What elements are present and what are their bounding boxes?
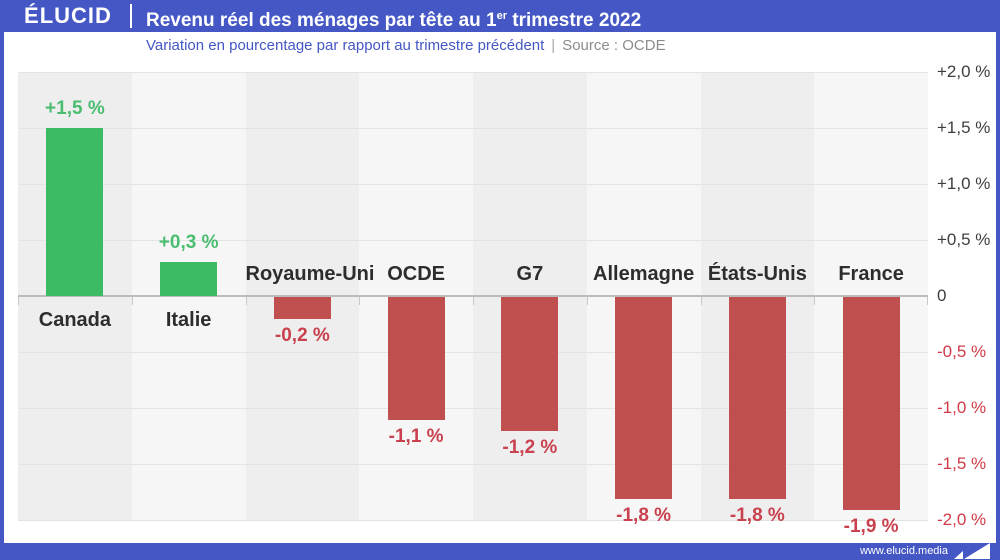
gridline <box>18 184 928 185</box>
title-suffix: trimestre 2022 <box>507 10 642 31</box>
gridline <box>18 240 928 241</box>
chart-subtitle: Variation en pourcentage par rapport au … <box>146 32 666 60</box>
footer-bar: www.elucid.media <box>0 543 1000 560</box>
subtitle-text: Variation en pourcentage par rapport au … <box>146 37 545 54</box>
zero-axis-tick <box>927 297 928 305</box>
elucid-arrow-icon <box>954 541 990 559</box>
value-label-g7: -1,2 % <box>502 437 558 459</box>
subtitle-divider: | <box>551 37 556 54</box>
value-label-ocde: -1,1 % <box>388 426 444 448</box>
y-tick-label-2: +2,0 % <box>937 62 991 81</box>
gridline <box>18 128 928 129</box>
category-label-ocde: OCDE <box>387 263 446 285</box>
gridline <box>18 72 928 73</box>
y-tick-label-1m5: +1,5 % <box>937 118 991 137</box>
zero-axis-tick <box>246 297 247 305</box>
gridline <box>18 352 928 353</box>
y-tick-label-m1: -1,0 % <box>937 398 987 417</box>
header-bar: ÉLUCID Revenu réel des ménages par tête … <box>0 0 1000 32</box>
category-label-italie: Italie <box>165 309 212 331</box>
gridline <box>18 408 928 409</box>
zero-axis-tick <box>701 297 702 305</box>
category-label-canada: Canada <box>38 309 111 331</box>
subtitle-source: Source : OCDE <box>562 37 666 54</box>
elucid-logo: ÉLUCID <box>24 3 112 28</box>
value-label-canada: +1,5 % <box>45 98 105 119</box>
bar-ocde <box>387 297 445 421</box>
bar-g7 <box>501 297 559 432</box>
category-label-allemagne: Allemagne <box>593 263 695 285</box>
y-tick-label-1: +1,0 % <box>937 174 991 193</box>
bar-france <box>842 297 900 510</box>
value-label-royaume-uni: -0,2 % <box>274 325 330 347</box>
gridline <box>18 520 928 521</box>
value-label-etats-unis: -1,8 % <box>729 504 785 526</box>
left-border <box>0 0 4 560</box>
y-tick-label-0m5: +0,5 % <box>937 230 991 249</box>
zero-axis-tick <box>359 297 360 305</box>
zero-axis-tick <box>587 297 588 305</box>
y-tick-label-m0-5: -0,5 % <box>937 342 987 361</box>
y-axis-labels: +2,0 % +1,5 % +1,0 % +0,5 % 0 -0,5 % -1,0 % -1,… <box>937 62 997 529</box>
category-label-etats-unis: États-Unis <box>707 263 807 285</box>
bar-allemagne <box>615 297 673 499</box>
value-label-italie: +0,3 % <box>158 232 219 254</box>
category-label-g7: G7 <box>516 263 544 285</box>
footer-url: www.elucid.media <box>859 545 948 557</box>
right-border <box>996 0 1000 560</box>
zero-axis-tick <box>814 297 815 305</box>
arrow-small-triangle <box>954 551 963 559</box>
y-tick-label-0: 0 <box>937 286 947 305</box>
arrow-big-triangle <box>964 543 990 559</box>
bar-italie <box>160 262 218 296</box>
y-tick-label-m1-5: -1,5 % <box>937 454 987 473</box>
category-label-royaume-uni: Royaume-Uni <box>245 263 375 285</box>
zero-axis-tick <box>18 297 19 305</box>
gridline <box>18 464 928 465</box>
bar-canada <box>46 128 104 296</box>
bar-chart-plot-area: +1,5 % Canada +0,3 % Italie -0,2 % Royaume-Un… <box>18 72 928 537</box>
category-label-france: France <box>838 263 904 285</box>
page-title: Revenu réel des ménages par tête au 1er … <box>146 0 641 32</box>
zero-axis-tick <box>132 297 133 305</box>
title-superscript: er <box>496 10 508 22</box>
header-separator <box>130 4 132 28</box>
value-label-allemagne: -1,8 % <box>616 504 672 526</box>
zero-axis-tick <box>473 297 474 305</box>
y-tick-label-m2: -2,0 % <box>937 510 987 529</box>
bar-royaume-uni <box>273 297 331 320</box>
zero-axis-line <box>18 295 928 297</box>
value-label-france: -1,9 % <box>843 515 899 537</box>
bar-etats-unis <box>728 297 786 499</box>
title-prefix: Revenu réel des ménages par tête au 1 <box>146 10 497 31</box>
